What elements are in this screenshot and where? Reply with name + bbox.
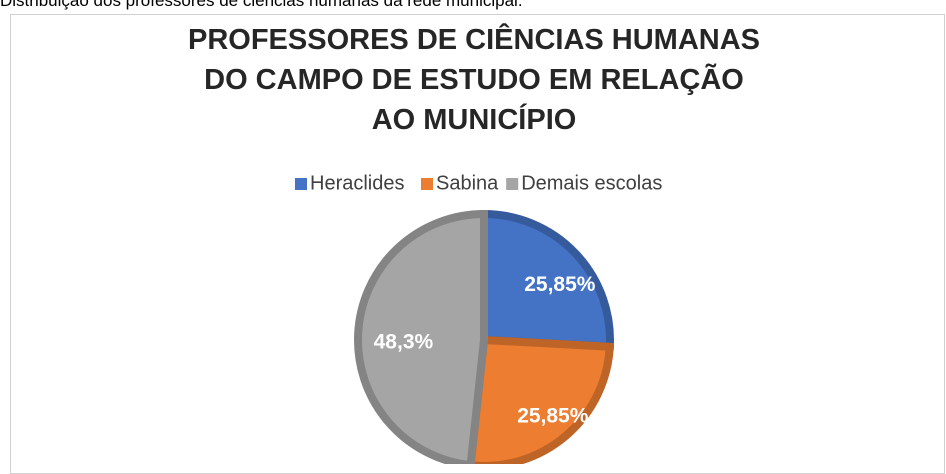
legend-swatch — [295, 178, 307, 190]
pie-slice — [480, 209, 614, 351]
data-label: 25,85% — [524, 273, 596, 296]
legend-label: Heraclides — [310, 172, 404, 194]
chart-title: PROFESSORES DE CIÊNCIAS HUMANAS DO CAMPO… — [187, 24, 760, 136]
legend-label: Demais escolas — [521, 172, 662, 194]
data-label: 48,3% — [374, 331, 434, 354]
pie-slice — [466, 335, 615, 464]
pie-slice — [354, 209, 488, 464]
legend-swatch — [421, 178, 433, 190]
legend-label: Sabina — [436, 172, 499, 194]
chart: Heraclides Sabina Demais escolas 25,85% 25,8… — [295, 172, 662, 464]
caption: Distribuição dos professores de ciências… — [0, 0, 523, 10]
legend-swatch — [506, 178, 519, 190]
data-label: 25,85% — [517, 405, 589, 428]
